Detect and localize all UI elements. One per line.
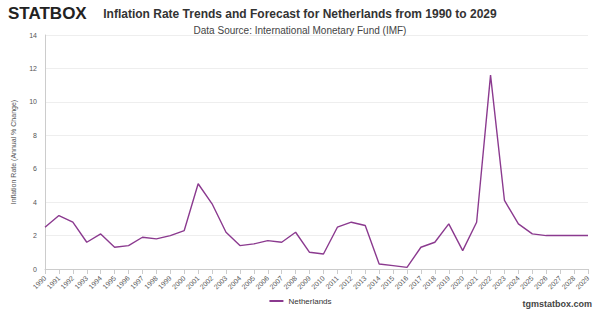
- svg-text:2016: 2016: [394, 274, 410, 290]
- svg-text:2024: 2024: [505, 274, 521, 290]
- svg-text:Netherlands: Netherlands: [288, 297, 331, 306]
- svg-text:2027: 2027: [547, 274, 563, 290]
- svg-text:2028: 2028: [561, 274, 577, 290]
- svg-text:2010: 2010: [310, 274, 326, 290]
- svg-text:tgmstatbox.com: tgmstatbox.com: [522, 299, 592, 309]
- svg-text:2002: 2002: [199, 274, 215, 290]
- svg-text:1994: 1994: [87, 274, 103, 290]
- svg-text:2020: 2020: [449, 274, 465, 290]
- svg-text:2008: 2008: [282, 274, 298, 290]
- svg-text:10: 10: [29, 98, 37, 105]
- svg-text:2025: 2025: [519, 274, 535, 290]
- svg-text:2: 2: [33, 232, 37, 239]
- svg-text:Data Source: International Mon: Data Source: International Monetary Fund…: [194, 25, 407, 36]
- svg-text:1998: 1998: [143, 274, 159, 290]
- svg-text:2023: 2023: [491, 274, 507, 290]
- svg-text:Inflation Rate Trends and Fore: Inflation Rate Trends and Forecast for N…: [103, 7, 497, 21]
- svg-text:2022: 2022: [477, 274, 493, 290]
- svg-text:Inflation Rate (Annual % Chang: Inflation Rate (Annual % Change): [10, 100, 18, 204]
- svg-text:12: 12: [29, 65, 37, 72]
- svg-text:2026: 2026: [533, 274, 549, 290]
- svg-text:6: 6: [33, 165, 37, 172]
- svg-text:2001: 2001: [185, 274, 201, 290]
- svg-text:2029: 2029: [575, 274, 591, 290]
- svg-text:2003: 2003: [213, 274, 229, 290]
- svg-text:0: 0: [33, 266, 37, 273]
- svg-text:8: 8: [33, 132, 37, 139]
- svg-text:2005: 2005: [240, 274, 256, 290]
- svg-text:2011: 2011: [324, 274, 340, 290]
- svg-text:2004: 2004: [226, 274, 242, 290]
- svg-text:1993: 1993: [73, 274, 89, 290]
- svg-text:2009: 2009: [296, 274, 312, 290]
- svg-text:1997: 1997: [129, 274, 145, 290]
- svg-text:4: 4: [33, 199, 37, 206]
- svg-text:2018: 2018: [421, 274, 437, 290]
- svg-text:1999: 1999: [157, 274, 173, 290]
- svg-text:2012: 2012: [338, 274, 354, 290]
- svg-text:14: 14: [29, 32, 37, 39]
- svg-text:2019: 2019: [435, 274, 451, 290]
- svg-text:2014: 2014: [366, 274, 382, 290]
- svg-text:2013: 2013: [352, 274, 368, 290]
- svg-text:1992: 1992: [59, 274, 75, 290]
- svg-text:2006: 2006: [254, 274, 270, 290]
- svg-text:1991: 1991: [45, 274, 61, 290]
- svg-text:1996: 1996: [115, 274, 131, 290]
- svg-text:2021: 2021: [463, 274, 479, 290]
- svg-text:1995: 1995: [101, 274, 117, 290]
- svg-text:1990: 1990: [32, 274, 48, 290]
- svg-text:STATBOX: STATBOX: [8, 4, 87, 23]
- svg-text:2007: 2007: [268, 274, 284, 290]
- svg-text:2017: 2017: [407, 274, 423, 290]
- svg-text:2015: 2015: [380, 274, 396, 290]
- svg-text:2000: 2000: [171, 274, 187, 290]
